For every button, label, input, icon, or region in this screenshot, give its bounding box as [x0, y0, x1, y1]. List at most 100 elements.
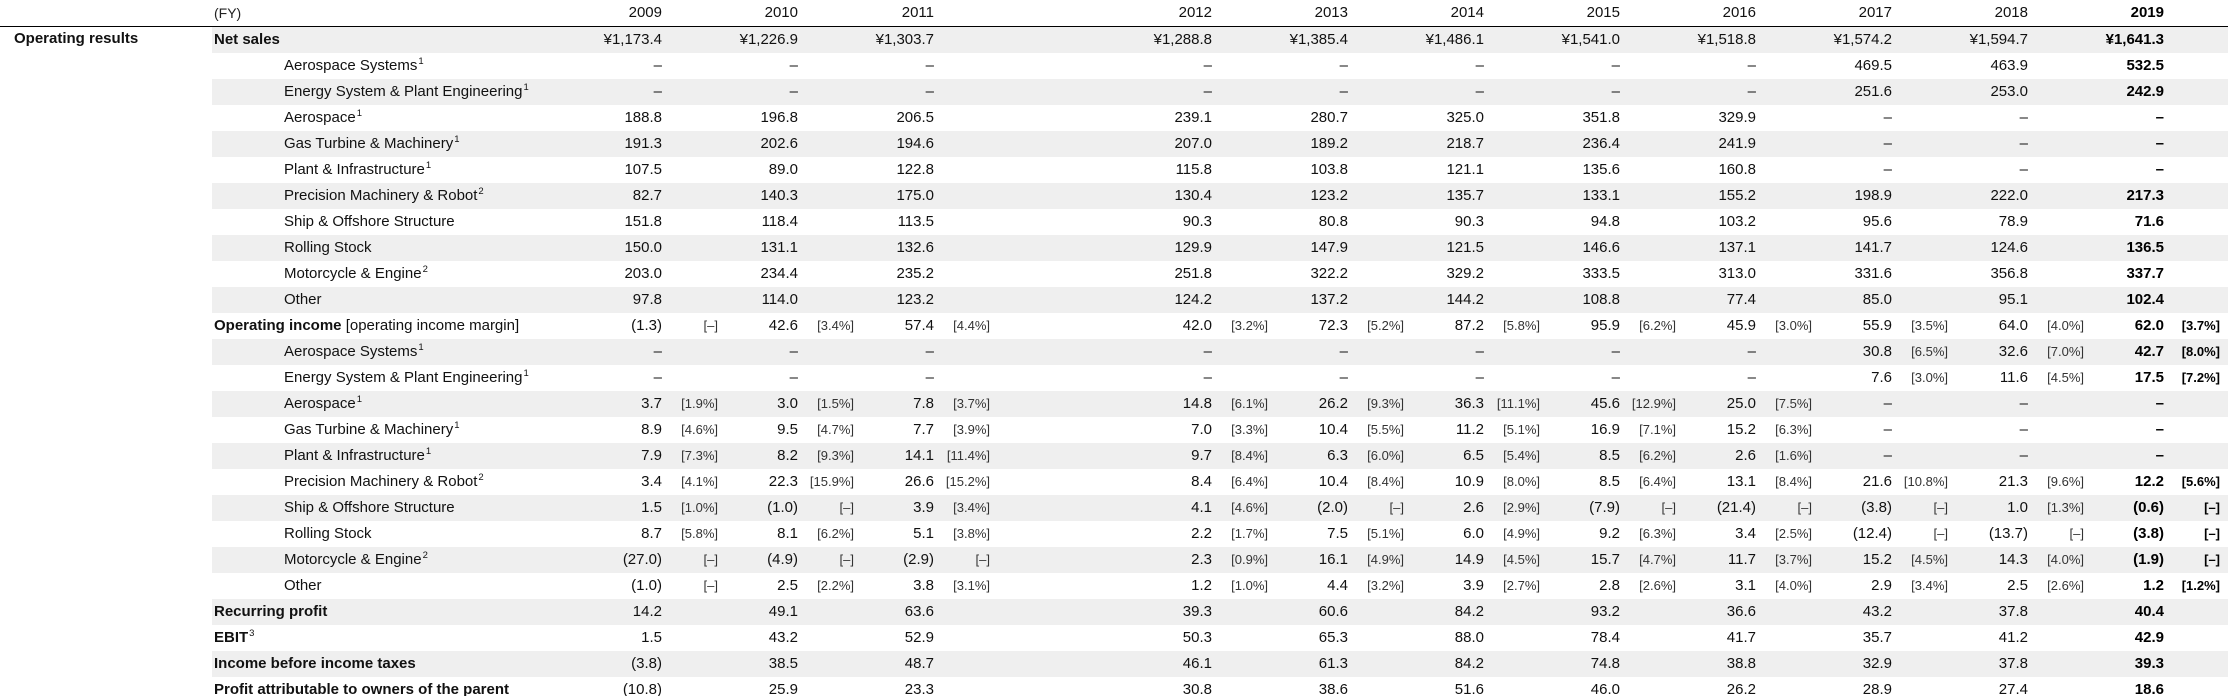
margin-value-cell: [4.1%]: [681, 474, 718, 489]
value-cell: 1.0: [1956, 495, 2030, 521]
value-cell: 46.1: [1140, 651, 1214, 677]
margin-value-cell: [1486, 79, 1548, 105]
margin-value-cell: [1894, 105, 1956, 131]
value-cell: 14.1: [862, 443, 936, 469]
margin-value-cell: [936, 53, 998, 79]
row-label-suffix: [operating income margin]: [341, 317, 520, 334]
value-cell: (27.0): [590, 547, 664, 573]
margin-value-cell: [1214, 339, 1276, 365]
margin-value-cell: [1622, 183, 1684, 209]
margin-value-cell: [1758, 287, 1820, 313]
table-row: Precision Machinery & Robot2 82.7 140.3 175…: [0, 183, 2228, 209]
row-label-text: Profit attributable to owners of the par…: [214, 681, 510, 696]
margin-value-cell: [800, 209, 862, 235]
value-cell: 25.9: [768, 681, 798, 696]
value-cell: 82.7: [590, 183, 664, 209]
value-cell: 463.9: [1990, 57, 2028, 74]
margin-cell: [0, 339, 212, 365]
value-cell: –: [1475, 57, 1484, 74]
value-cell: 3.7: [590, 391, 664, 417]
value-cell: 313.0: [1718, 265, 1756, 282]
value-cell: 28.9: [1862, 681, 1892, 696]
table-row: Rolling Stock 150.0 131.1 132.6 129.9 147.9 12…: [0, 235, 2228, 261]
column-gap: [998, 157, 1140, 183]
row-label: Ship & Offshore Structure: [212, 209, 590, 235]
margin-value-cell: [1486, 183, 1548, 209]
margin-value-cell: [1486, 209, 1548, 235]
margin-value-cell: [1214, 105, 1276, 131]
column-gap: [998, 79, 1140, 105]
margin-value-cell: [1350, 651, 1412, 677]
margin-cell: [0, 469, 212, 495]
margin-value-cell: [1486, 131, 1548, 157]
margin-value-cell: [664, 235, 726, 261]
table-row: Aerospace Systems1 – – – – – – – – 469.5 463.9 532.…: [0, 53, 2228, 79]
row-label-text: Motorcycle & Engine: [284, 551, 422, 568]
margin-value-cell: [–]: [800, 495, 862, 521]
value-cell: 9.7: [1140, 443, 1214, 469]
margin-cell: [0, 157, 212, 183]
value-cell: –: [2019, 109, 2028, 126]
margin-value-cell: [664, 261, 726, 287]
value-cell: 4.4: [1327, 577, 1348, 594]
value-cell: 46.0: [1590, 681, 1620, 696]
value-cell: 133.1: [1548, 183, 1622, 209]
margin-value-cell: [1894, 677, 1956, 696]
value-cell: 60.6: [1276, 599, 1350, 625]
value-cell: –: [1747, 369, 1756, 386]
table-body: Net sales ¥1,173.4 ¥1,226.9 ¥1,303.7 ¥1,288.…: [0, 26, 2228, 696]
row-label-text: Plant & Infrastructure: [284, 447, 425, 464]
margin-value-cell: [1214, 209, 1276, 235]
value-cell: 253.0: [1956, 79, 2030, 105]
year-header-spacer: [664, 0, 726, 27]
margin-value-cell: [3.0%]: [1911, 370, 1948, 385]
value-cell: 8.9: [641, 421, 662, 438]
footnote-marker: 2: [478, 186, 484, 197]
value-cell: (1.3): [631, 317, 662, 334]
value-cell: ¥1,288.8: [1140, 26, 1214, 53]
margin-value-cell: [3.2%]: [1231, 318, 1268, 333]
value-cell: 236.4: [1548, 131, 1622, 157]
row-label: Energy System & Plant Engineering1: [212, 365, 590, 391]
margin-value-cell: [1894, 157, 1956, 183]
margin-value-cell: [8.4%]: [1214, 443, 1276, 469]
table-row: Plant & Infrastructure1 7.9 [7.3%] 8.2 [9.3%…: [0, 443, 2228, 469]
margin-value-cell: [1622, 339, 1684, 365]
margin-value-cell: [7.3%]: [664, 443, 726, 469]
margin-value-cell: [664, 157, 726, 183]
year-header-spacer: [2166, 0, 2228, 27]
margin-value-cell: [11.4%]: [936, 443, 998, 469]
margin-value-cell: [8.0%]: [2166, 339, 2228, 365]
year-header: 2010: [726, 0, 800, 27]
margin-value-cell: [2166, 157, 2228, 183]
value-cell: 7.9: [590, 443, 664, 469]
value-cell: –: [2092, 391, 2166, 417]
value-cell: 45.6: [1548, 391, 1622, 417]
table-row: Operating income [operating income margi…: [0, 313, 2228, 339]
margin-value-cell: [5.8%]: [681, 526, 718, 541]
margin-value-cell: [15.9%]: [809, 474, 854, 489]
margin-value-cell: [1622, 131, 1684, 157]
value-cell: 25.0: [1684, 391, 1758, 417]
value-cell: 147.9: [1276, 235, 1350, 261]
value-cell: 32.6: [1956, 339, 2030, 365]
value-cell: 16.1: [1276, 547, 1350, 573]
margin-value-cell: [2166, 677, 2228, 696]
margin-value-cell: [2166, 53, 2228, 79]
margin-value-cell: [1214, 235, 1276, 261]
margin-value-cell: [1622, 26, 1684, 53]
value-cell: (10.8): [622, 681, 662, 696]
margin-value-cell: [1894, 391, 1956, 417]
value-cell: (7.9): [1548, 495, 1622, 521]
value-cell: 95.9: [1590, 317, 1620, 334]
year-header-spacer: [1350, 0, 1412, 27]
value-cell: 35.7: [1862, 629, 1892, 646]
row-label-text: Precision Machinery & Robot: [284, 473, 478, 490]
value-cell: (4.9): [726, 547, 800, 573]
value-cell: 36.3: [1412, 391, 1486, 417]
margin-value-cell: [1.9%]: [664, 391, 726, 417]
value-cell: ¥1,303.7: [862, 26, 936, 53]
margin-value-cell: [4.4%]: [953, 318, 990, 333]
value-cell: 6.0: [1463, 525, 1484, 542]
value-cell: –: [1684, 79, 1758, 105]
